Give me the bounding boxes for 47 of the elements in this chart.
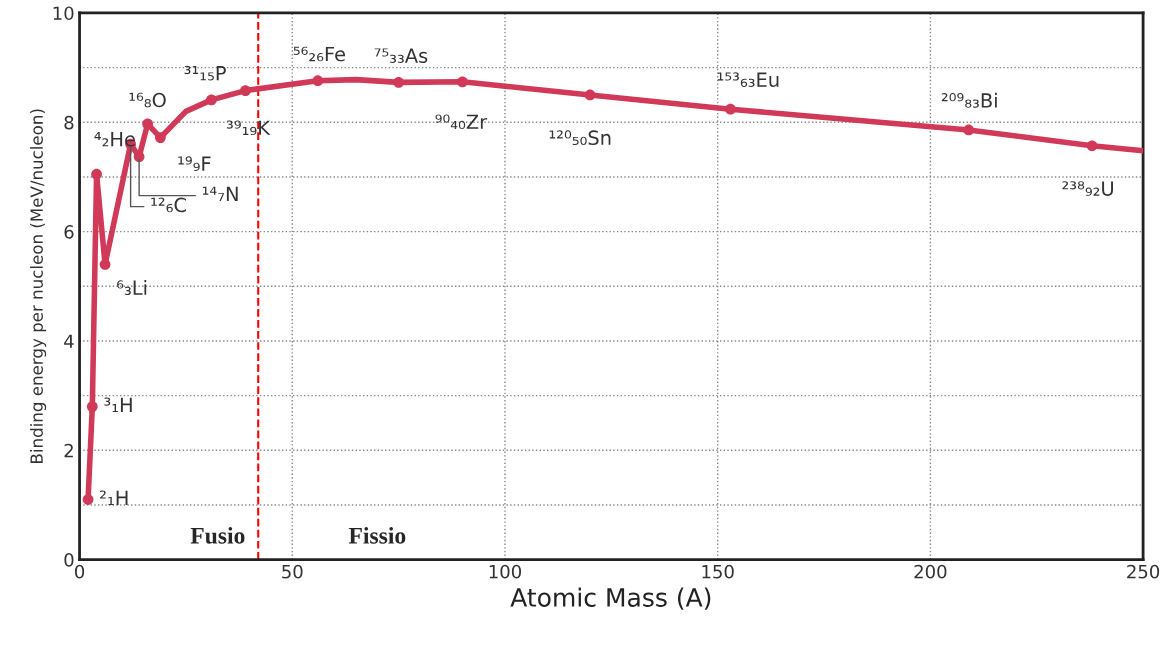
x-tick-label: 50 bbox=[282, 564, 303, 579]
point bbox=[312, 75, 324, 87]
annotation: Fissio bbox=[348, 527, 406, 544]
x-tick-label: 200 bbox=[914, 564, 947, 579]
y-tick-label: 2 bbox=[64, 443, 73, 458]
point bbox=[1086, 140, 1098, 152]
annotation: ¹⁹₉F bbox=[178, 156, 211, 171]
annotation: ¹⁴₇N bbox=[202, 186, 238, 202]
point bbox=[240, 85, 251, 96]
annotation: ¹²₆C bbox=[151, 197, 186, 213]
x-tick-label: 0 bbox=[75, 564, 85, 579]
point bbox=[393, 76, 404, 88]
annotation: ¹⁶₈O bbox=[129, 92, 166, 108]
point bbox=[584, 89, 596, 101]
point bbox=[725, 103, 736, 115]
x-tick-label: 150 bbox=[702, 564, 734, 579]
annotation: ⁹⁰₄₀Zr bbox=[435, 114, 488, 130]
x-tick-label: 250 bbox=[1127, 564, 1160, 579]
point bbox=[457, 76, 468, 88]
annotation: ²³⁸₉₂U bbox=[1062, 181, 1113, 196]
annotation: ⁷⁵₃₃As bbox=[374, 48, 428, 64]
point bbox=[82, 494, 94, 505]
point bbox=[155, 132, 166, 143]
annotation: Fusio bbox=[190, 527, 245, 544]
annotation: ¹²⁰₅₀Sn bbox=[549, 130, 611, 146]
annotation: ¹⁵³₆₃Eu bbox=[717, 72, 779, 88]
annotation: ⁴₂He bbox=[94, 131, 135, 147]
point bbox=[206, 94, 217, 106]
annotation: ³₁H bbox=[104, 397, 132, 413]
annotation: ³¹₁₅P bbox=[184, 65, 226, 81]
y-tick-label: 4 bbox=[64, 334, 74, 348]
y-tick-label: 6 bbox=[64, 225, 74, 239]
annotation: ²₁H bbox=[100, 490, 128, 505]
point bbox=[86, 401, 98, 412]
y-tick-label: 10 bbox=[53, 6, 74, 21]
y-tick-label: 8 bbox=[64, 115, 74, 130]
y-axis-title: Binding energy per nucleon (MeV/nucleon) bbox=[30, 109, 47, 463]
point bbox=[91, 168, 102, 180]
annotation: ⁵⁶₂₆Fe bbox=[293, 46, 346, 62]
point bbox=[963, 124, 975, 136]
point bbox=[99, 259, 111, 270]
x-axis-title: Atomic Mass (A) bbox=[510, 587, 711, 610]
x-tick-label: 100 bbox=[489, 564, 521, 579]
annotation: ²⁰⁹₈₃Bi bbox=[941, 92, 997, 108]
annotation: ⁶₃Li bbox=[117, 280, 147, 296]
y-tick-label: 0 bbox=[64, 553, 74, 567]
annotation: ³⁹₁₉K bbox=[226, 120, 271, 136]
